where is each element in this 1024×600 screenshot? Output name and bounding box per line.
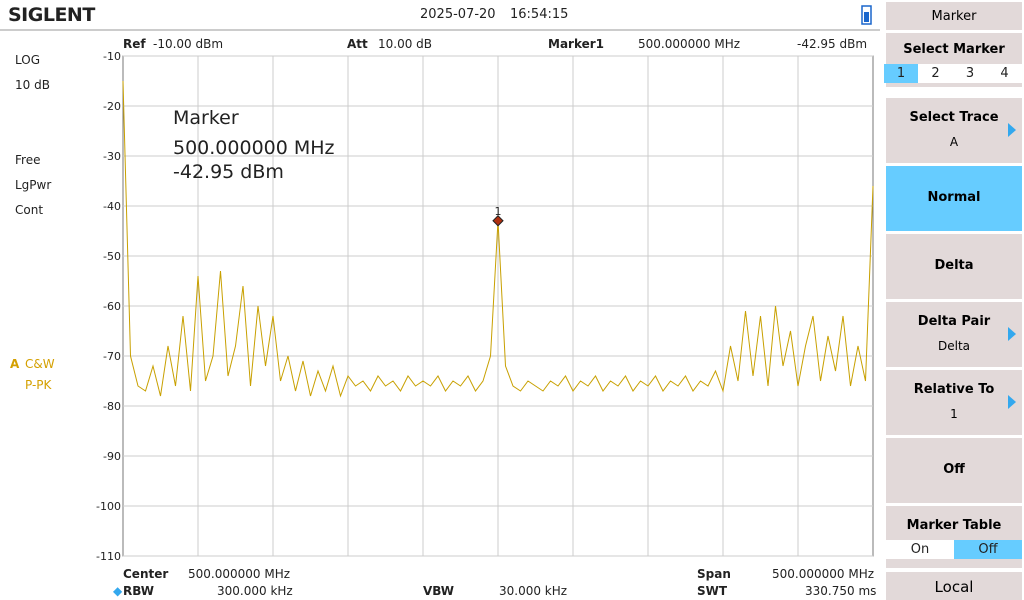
trace-label: A	[10, 357, 20, 371]
y-tick-label: -30	[103, 150, 121, 163]
time: 16:54:15	[510, 7, 569, 22]
menu-arrow	[1008, 327, 1016, 341]
y-tick-label: -70	[103, 350, 121, 363]
marker-tab[interactable]: 3	[965, 66, 975, 81]
menu-button[interactable]: Off	[886, 438, 1022, 503]
vbw-label: VBW	[423, 584, 455, 598]
ref-label: Ref	[123, 37, 146, 51]
menu-title: Marker	[931, 9, 977, 24]
marker-tab[interactable]: 2	[931, 66, 940, 81]
marker-tab[interactable]: 1	[884, 64, 918, 83]
rbw-label: RBW	[123, 584, 154, 598]
marker-level: -42.95 dBm	[797, 37, 868, 51]
menu-label[interactable]: Select Trace	[909, 110, 999, 125]
marker-label: Marker1	[548, 37, 605, 51]
menu-button[interactable]: Normal	[886, 166, 1022, 231]
vbw: 30.000 kHz	[499, 584, 568, 598]
rbw: 300.000 kHz	[217, 584, 293, 598]
brand: SIGLENT	[8, 4, 95, 26]
table-toggle: On Off	[886, 540, 1022, 559]
toggle-option[interactable]: Off	[954, 540, 1022, 559]
menu-value[interactable]: Delta	[937, 339, 970, 353]
marker-tab[interactable]: 4	[1000, 66, 1009, 81]
menu-label[interactable]: Relative To	[913, 382, 995, 397]
ref: -10.00 dBm	[153, 37, 224, 51]
marker-point	[492, 215, 504, 227]
menu-button[interactable]: Select Trace A	[886, 98, 1022, 163]
menu-label[interactable]: Delta	[934, 258, 974, 273]
marker-label: 1	[495, 205, 502, 218]
menu-label[interactable]: Marker Table	[906, 518, 1002, 533]
y-tick-label: -100	[96, 500, 121, 513]
span-label: Span	[697, 567, 731, 581]
sweep: Cont	[15, 203, 44, 217]
y-tick-label: -50	[103, 250, 121, 263]
y-tick-label: -90	[103, 450, 121, 463]
menu-button[interactable]: Delta Pair Delta	[886, 302, 1022, 367]
menu-label[interactable]: Off	[943, 462, 965, 477]
y-tick-label: -20	[103, 100, 121, 113]
trigger: Free	[15, 153, 41, 167]
span: 500.000000 MHz	[772, 567, 875, 581]
menu-label[interactable]: Normal	[927, 190, 981, 205]
scale: 10 dB	[15, 78, 50, 92]
y-tick-label: -60	[103, 300, 121, 313]
y-tick-label: -80	[103, 400, 121, 413]
trace-mode: C&W	[25, 357, 55, 371]
menu-button[interactable]: Delta	[886, 234, 1022, 299]
scale-type: LOG	[15, 53, 41, 67]
local[interactable]: Local	[934, 578, 974, 596]
date: 2025-07-20	[420, 7, 496, 22]
annotation-freq: 500.000000 MHz	[173, 137, 335, 159]
local-box[interactable]: Local	[886, 572, 1022, 600]
y-tick-label: -40	[103, 200, 121, 213]
y-tick-label: -10	[103, 50, 121, 63]
detector-mode: LgPwr	[15, 178, 52, 192]
top-bar	[0, 0, 880, 30]
swt: 330.750 ms	[805, 584, 877, 598]
menu-arrow	[1008, 395, 1016, 409]
center: 500.000000 MHz	[188, 567, 291, 581]
menu-label[interactable]: Delta Pair	[917, 314, 991, 329]
y-tick-label: -110	[96, 550, 121, 563]
menu-value[interactable]: 1	[950, 407, 958, 421]
annotation-level: -42.95 dBm	[173, 161, 284, 183]
menu-button[interactable]: Relative To 1	[886, 370, 1022, 435]
menu-title-box: Marker	[886, 2, 1022, 30]
menu-value[interactable]: A	[949, 135, 959, 149]
battery-level	[864, 12, 869, 22]
att: 10.00 dB	[378, 37, 433, 51]
swt-label: SWT	[697, 584, 728, 598]
toggle-option[interactable]: On	[910, 542, 930, 557]
rbw-icon: ◆	[113, 584, 123, 598]
annotation-title: Marker	[173, 107, 239, 129]
select-marker: Select Marker	[903, 42, 1005, 57]
center-label: Center	[123, 567, 169, 581]
att-label: Att	[347, 37, 368, 51]
trace-detector: P-PK	[25, 378, 52, 392]
menu-arrow	[1008, 123, 1016, 137]
marker-freq: 500.000000 MHz	[638, 37, 741, 51]
